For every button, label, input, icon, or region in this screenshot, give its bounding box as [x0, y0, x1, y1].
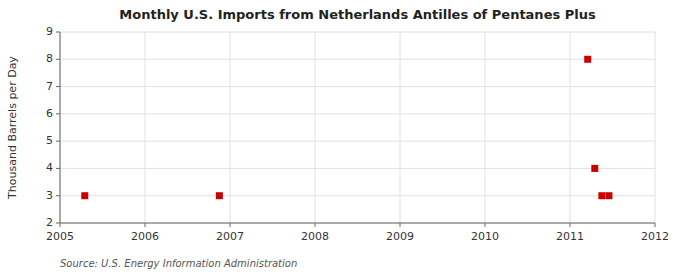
chart: 2 3 4 5 6 7 8 9 2005 2006 2007 2008 2009 2010 2011 2012… [0, 0, 675, 275]
point [216, 192, 223, 199]
x-tick-label: 2008 [301, 230, 329, 243]
y-axis: 2 3 4 5 6 7 8 9 [46, 25, 60, 229]
x-tick [60, 223, 61, 227]
grid-line-y [60, 113, 655, 114]
points [81, 56, 612, 199]
y-tick-label: 4 [46, 161, 53, 174]
grid-line-y [60, 168, 655, 169]
point [591, 165, 598, 172]
x-tick-label: 2010 [471, 230, 499, 243]
grid-line-x [655, 32, 656, 223]
y-tick [56, 223, 60, 224]
grid-line-x [570, 32, 571, 223]
grid-line-y [60, 223, 655, 224]
y-tick [56, 195, 60, 196]
point [598, 192, 605, 199]
x-tick-label: 2006 [131, 230, 159, 243]
grid-line-x [315, 32, 316, 223]
y-tick [56, 32, 60, 33]
x-tick-label: 2005 [46, 230, 74, 243]
grid-line-x [400, 32, 401, 223]
y-tick [56, 168, 60, 169]
grid-line-y [60, 195, 655, 196]
x-tick-label: 2009 [386, 230, 414, 243]
x-tick-label: 2011 [556, 230, 584, 243]
x-tick [655, 223, 656, 227]
point [584, 56, 591, 63]
chart-container: 2 3 4 5 6 7 8 9 2005 2006 2007 2008 2009 2010 2011 2012… [0, 0, 675, 275]
y-tick-label: 8 [46, 52, 53, 65]
y-tick-label: 5 [46, 134, 53, 147]
x-tick [230, 223, 231, 227]
y-tick-label: 9 [46, 25, 53, 38]
title: Monthly U.S. Imports from Netherlands An… [119, 7, 596, 22]
y-tick [56, 59, 60, 60]
grid-line-y [60, 32, 655, 33]
annotation: Source: U.S. Energy Information Administ… [60, 258, 297, 269]
y-tick [56, 141, 60, 142]
y-axis-label: Thousand Barrels per Day [6, 56, 19, 200]
grid [60, 32, 655, 223]
grid-line-y [60, 86, 655, 87]
x-tick [400, 223, 401, 227]
y-tick-label: 2 [46, 216, 53, 229]
x-axis: 2005 2006 2007 2008 2009 2010 2011 2012 [46, 223, 669, 243]
x-tick [570, 223, 571, 227]
y-axis-line [60, 32, 61, 223]
y-tick-label: 6 [46, 107, 53, 120]
grid-line-x [485, 32, 486, 223]
x-tick [145, 223, 146, 227]
y-tick [56, 86, 60, 87]
grid-line-x [60, 32, 61, 223]
x-tick-label: 2012 [641, 230, 669, 243]
y-tick-label: 3 [46, 189, 53, 202]
point [81, 192, 88, 199]
y-tick [56, 113, 60, 114]
x-axis-line [60, 223, 655, 224]
grid-line-x [145, 32, 146, 223]
point [605, 192, 612, 199]
grid-line-x [230, 32, 231, 223]
y-tick-label: 7 [46, 80, 53, 93]
x-tick-label: 2007 [216, 230, 244, 243]
grid-line-y [60, 141, 655, 142]
x-tick [315, 223, 316, 227]
grid-line-y [60, 59, 655, 60]
x-tick [485, 223, 486, 227]
